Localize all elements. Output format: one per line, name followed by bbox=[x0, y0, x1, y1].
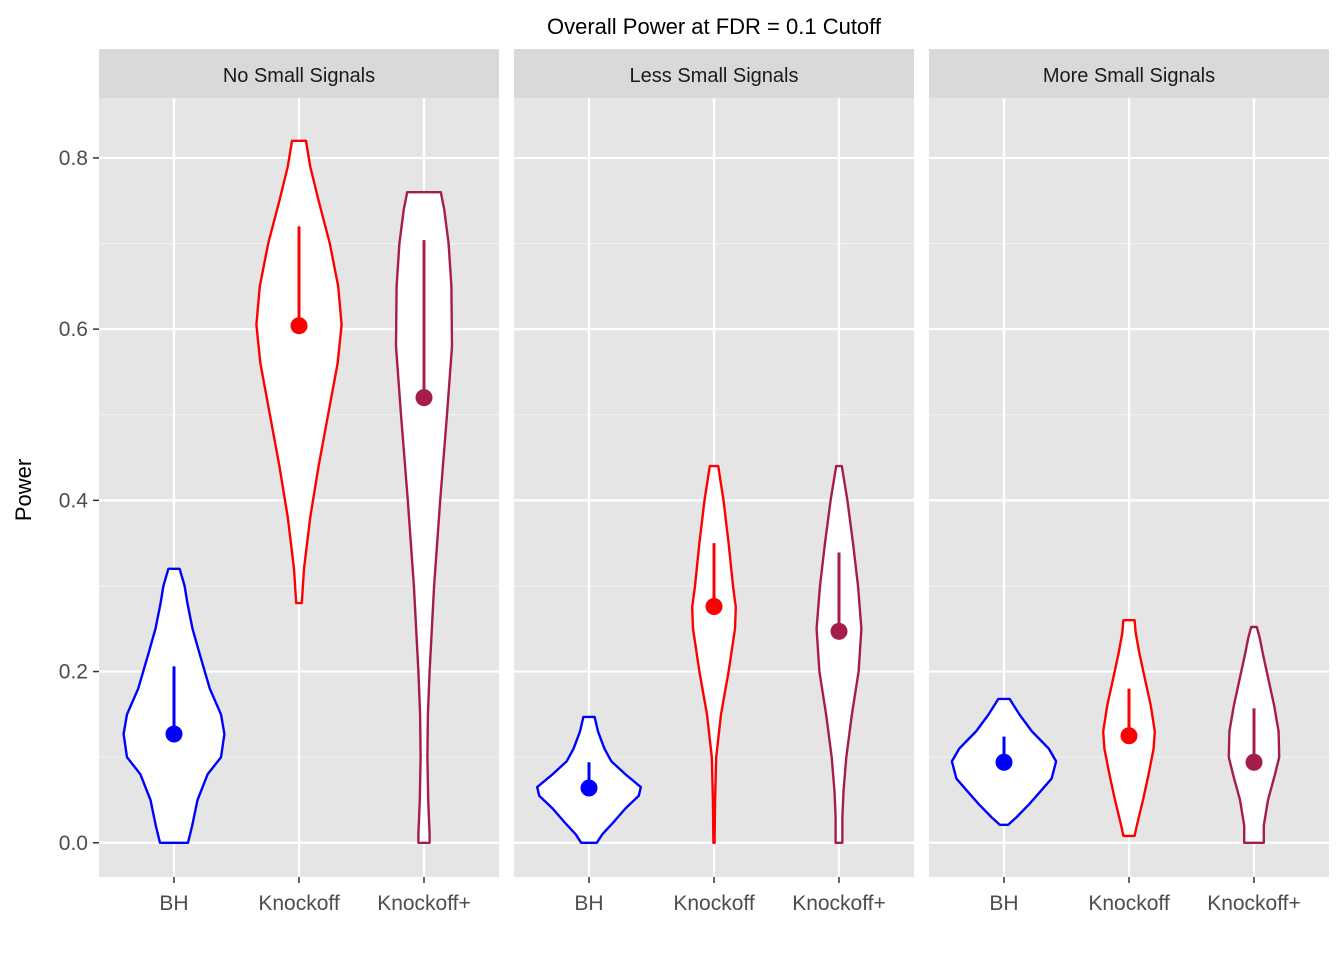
y-tick-label: 0.0 bbox=[59, 832, 88, 855]
y-axis: 0.0 0.2 0.4 0.6 0.8 bbox=[59, 147, 99, 855]
facet-panel: No Small Signals BH Knockoff Knockoff+ bbox=[99, 49, 499, 915]
x-tick-label: BH bbox=[989, 892, 1018, 915]
facet-panel: Less Small Signals BH Knockoff Knockoff+ bbox=[514, 49, 914, 915]
mean-point bbox=[290, 317, 308, 335]
x-tick-label: Knockoff+ bbox=[1207, 892, 1301, 915]
violin-knockoff-plus bbox=[394, 191, 454, 844]
violin-knockoff bbox=[255, 139, 343, 605]
facet-strip bbox=[514, 49, 914, 98]
mean-point bbox=[705, 597, 723, 615]
x-tick-label: Knockoff bbox=[673, 892, 754, 915]
y-tick-label: 0.4 bbox=[59, 489, 89, 512]
facet-strip bbox=[929, 49, 1329, 98]
x-tick-label: Knockoff bbox=[1088, 892, 1169, 915]
mean-point bbox=[830, 622, 848, 640]
facet-strip-label: More Small Signals bbox=[1043, 65, 1215, 87]
mean-point bbox=[995, 753, 1013, 771]
y-tick-label: 0.6 bbox=[59, 318, 88, 341]
y-axis-title: Power bbox=[11, 459, 36, 521]
x-tick-label: BH bbox=[574, 892, 603, 915]
facet-strip-label: No Small Signals bbox=[223, 65, 375, 87]
facet-strip-label: Less Small Signals bbox=[630, 65, 799, 87]
x-tick-label: Knockoff+ bbox=[377, 892, 471, 915]
x-tick-label: Knockoff bbox=[258, 892, 339, 915]
mean-point bbox=[165, 725, 183, 743]
mean-point bbox=[1120, 727, 1138, 745]
mean-point bbox=[1245, 753, 1263, 771]
facet-strip bbox=[99, 49, 499, 98]
y-tick-label: 0.8 bbox=[59, 147, 88, 170]
x-tick-label: BH bbox=[159, 892, 188, 915]
facet-panel: More Small Signals BH Knockoff Knockoff+ bbox=[929, 49, 1329, 915]
mean-point bbox=[415, 389, 433, 407]
violin-knockoff-plus bbox=[815, 464, 863, 844]
violin-knockoff bbox=[691, 464, 737, 844]
y-tick-label: 0.2 bbox=[59, 661, 88, 684]
x-tick-label: Knockoff+ bbox=[792, 892, 886, 915]
chart-title: Overall Power at FDR = 0.1 Cutoff bbox=[547, 14, 882, 39]
mean-point bbox=[580, 779, 598, 797]
